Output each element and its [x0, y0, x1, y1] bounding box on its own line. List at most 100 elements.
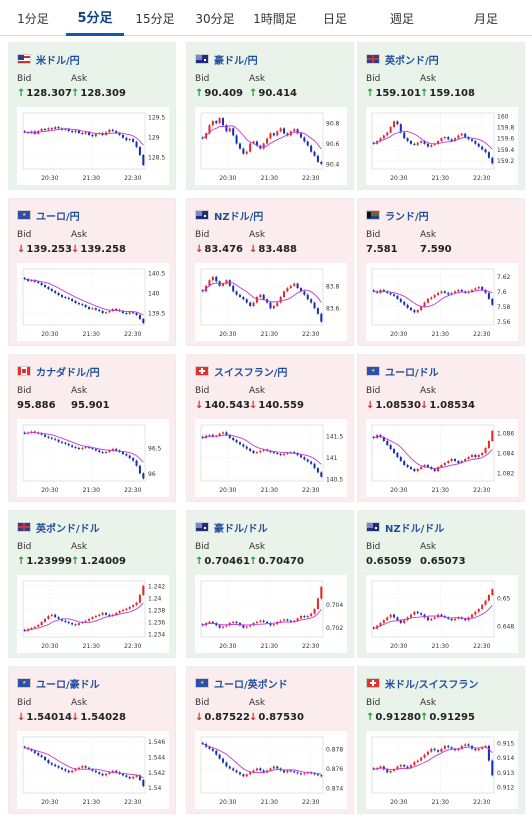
- tab-2[interactable]: 5分足: [66, 0, 124, 36]
- currency-card[interactable]: スイスフラン/円 Bid Ask ↓140.543 ↓140.559 141.5 141 14…: [186, 354, 354, 502]
- price-chart[interactable]: 83.8 83.6 20:30 21:30 22:30: [195, 263, 347, 341]
- pair-title[interactable]: ランド/円: [366, 209, 429, 223]
- pair-title[interactable]: 豪ドル/ドル: [195, 521, 268, 535]
- y-tick-label: 90.8: [326, 121, 340, 128]
- candle-body: [413, 469, 416, 471]
- tab-4[interactable]: 30分足: [195, 12, 235, 26]
- candle-body: [484, 289, 487, 293]
- currency-card[interactable]: ★ ユーロ/英ポンド Bid Ask ↓0.87522 ↓0.87530 0.878 0.87…: [186, 666, 354, 814]
- price-chart[interactable]: 140.5 140 139.5 20:30 21:30 22:30: [17, 263, 169, 341]
- price-chart[interactable]: 7.62 7.6 7.58 7.56 20:30 21:30 22:30: [366, 263, 518, 341]
- bid-value: ↑0.70461: [195, 556, 250, 567]
- tab-1[interactable]: 1分足: [17, 12, 49, 26]
- candle-body: [115, 448, 118, 451]
- currency-card[interactable]: ランド/円 Bid Ask 7.581 7.590 7.62 7.6 7.58 7.56 20:3…: [357, 198, 525, 346]
- currency-card[interactable]: ★ ユーロ/円 Bid Ask ↓139.253 ↓139.258 140.5 140 139.…: [8, 198, 176, 346]
- candle-body: [470, 289, 473, 292]
- price-chart[interactable]: 1.242 1.24 1.238 1.236 1.234 20:30 21:30 22:30: [17, 575, 169, 653]
- candle-body: [225, 432, 228, 435]
- candle-body: [426, 617, 429, 621]
- currency-card[interactable]: NZドル/円 Bid Ask ↓83.476 ↓83.488 83.8 83.6 20:30 2…: [186, 198, 354, 346]
- candle-body: [47, 128, 50, 130]
- candle-body: [132, 139, 135, 142]
- candle-body: [283, 291, 286, 297]
- currency-card[interactable]: ★ ユーロ/豪ドル Bid Ask ↓1.54014 ↓1.54028 1.546 1.544…: [8, 666, 176, 814]
- price-chart[interactable]: 0.915 0.914 0.913 0.912 20:30 21:30 22:30: [366, 731, 518, 809]
- candle-body: [215, 121, 218, 124]
- currency-card[interactable]: 英ポンド/円 Bid Ask ↑159.101 ↑159.108 160 159.8 159.…: [357, 42, 525, 190]
- candle-body: [386, 132, 389, 136]
- candle-body: [57, 766, 60, 768]
- currency-card[interactable]: 豪ドル/円 Bid Ask ↑90.409 ↑90.414 90.8 90.6 90.4 20:…: [186, 42, 354, 190]
- currency-card[interactable]: 豪ドル/ドル Bid Ask ↑0.70461 ↑0.70470 0.704 0.702 20…: [186, 510, 354, 658]
- y-tick-label: 7.6: [497, 289, 507, 296]
- tab-8[interactable]: 月足: [473, 12, 498, 26]
- tab-6[interactable]: 日足: [322, 12, 347, 26]
- currency-card[interactable]: カナダドル/円 Bid Ask 95.886 95.901 96.5 96 20:30 21:3…: [8, 354, 176, 502]
- pair-title[interactable]: NZドル/ドル: [366, 521, 444, 535]
- arrow-down-icon: ↓: [71, 712, 80, 723]
- candle-body: [416, 611, 419, 614]
- price-chart[interactable]: 1.086 1.084 1.082 20:30 21:30 22:30: [366, 419, 518, 497]
- tab-5[interactable]: 1時間足: [253, 12, 297, 26]
- pair-title[interactable]: 豪ドル/円: [195, 53, 258, 67]
- x-tick-label: 21:30: [261, 175, 278, 182]
- y-tick-label: 0.912: [497, 785, 514, 792]
- ask-label: Ask: [71, 386, 88, 396]
- bid-label: Bid: [366, 542, 381, 552]
- price-chart[interactable]: 129.5 129 128.5 20:30 21:30 22:30: [17, 107, 169, 185]
- candle-body: [433, 469, 436, 471]
- currency-card[interactable]: 英ポンド/ドル Bid Ask ↑1.23999 ↑1.24009 1.242 1.24 1.…: [8, 510, 176, 658]
- pair-title[interactable]: スイスフラン/円: [195, 365, 287, 379]
- price-chart[interactable]: 0.878 0.876 0.874 20:30 21:30 22:30: [195, 731, 347, 809]
- pair-title[interactable]: ★ ユーロ/豪ドル: [17, 677, 100, 691]
- currency-card[interactable]: 米ドル/円 Bid Ask ↑128.307 ↑128.309 129.5 129 128.5…: [8, 42, 176, 190]
- pair-title[interactable]: ★ ユーロ/ドル: [366, 365, 439, 379]
- y-tick-label: 1.234: [148, 631, 165, 638]
- candle-body: [105, 312, 108, 314]
- candlestick-chart: 1.242 1.24 1.238 1.236 1.234 20:30 21:30 22:30: [22, 580, 165, 650]
- pair-title[interactable]: 米ドル/円: [17, 53, 80, 67]
- candle-body: [142, 155, 145, 165]
- price-chart[interactable]: 0.704 0.702 20:30 21:30 22:30: [195, 575, 347, 653]
- x-tick-label: 21:30: [83, 175, 100, 182]
- pair-name: 米ドル/円: [36, 55, 80, 67]
- tab-3[interactable]: 15分足: [135, 12, 175, 26]
- candle-body: [406, 304, 409, 308]
- x-tick-label: 21:30: [83, 799, 100, 806]
- price-chart[interactable]: 160 159.8 159.6 159.4 159.2 20:30 21:30 22:30: [366, 107, 518, 185]
- candle-body: [238, 623, 241, 626]
- candle-body: [379, 766, 382, 768]
- price-chart[interactable]: 0.65 0.648 20:30 21:30 22:30: [366, 575, 518, 653]
- ask-value: ↓0.87530: [249, 712, 304, 723]
- pair-title[interactable]: カナダドル/円: [17, 365, 100, 379]
- candle-body: [235, 770, 238, 773]
- pair-title[interactable]: 英ポンド/ドル: [17, 521, 100, 535]
- currency-card[interactable]: 米ドル/スイスフラン Bid Ask ↑0.91280 ↑0.91295 0.915 0.9…: [357, 666, 525, 814]
- pair-title[interactable]: ★ ユーロ/円: [17, 209, 80, 223]
- price-chart[interactable]: 1.546 1.544 1.542 1.54 20:30 21:30 22:30: [17, 731, 169, 809]
- candle-body: [316, 308, 319, 314]
- pair-title[interactable]: ★ ユーロ/英ポンド: [195, 677, 288, 691]
- currency-card[interactable]: ★ ユーロ/ドル Bid Ask ↓1.08530 ↓1.08534 1.086 1.084 1…: [357, 354, 525, 502]
- price-chart[interactable]: 96.5 96 20:30 21:30 22:30: [17, 419, 169, 497]
- tab-7[interactable]: 週足: [389, 12, 414, 26]
- candle-body: [464, 618, 467, 621]
- pair-title[interactable]: NZドル/円: [195, 209, 263, 223]
- candle-body: [389, 614, 392, 618]
- candle-body: [420, 141, 423, 143]
- price-chart[interactable]: 90.8 90.6 90.4 20:30 21:30 22:30: [195, 107, 347, 185]
- pair-title[interactable]: 米ドル/スイスフラン: [366, 677, 478, 691]
- candle-body: [457, 135, 460, 139]
- plot-frame: [200, 112, 324, 170]
- moving-average-line: [373, 605, 493, 630]
- candle-body: [208, 621, 211, 623]
- candle-body: [437, 467, 440, 471]
- candle-body: [77, 303, 80, 305]
- candle-body: [437, 141, 440, 144]
- bid-value: ↑0.91280: [366, 712, 421, 723]
- currency-card[interactable]: NZドル/ドル Bid Ask 0.65059 0.65073 0.65 0.648 20:3…: [357, 510, 525, 658]
- price-chart[interactable]: 141.5 141 140.5 20:30 21:30 22:30: [195, 419, 347, 497]
- candle-body: [406, 766, 409, 768]
- pair-title[interactable]: 英ポンド/円: [366, 53, 439, 67]
